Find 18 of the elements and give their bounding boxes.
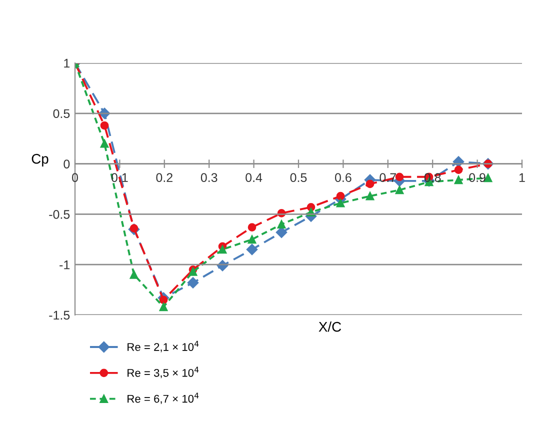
x-tick-label: 0.5 <box>290 173 307 182</box>
y-tick-label: -1.5 <box>49 310 70 320</box>
x-tick-label: 0.3 <box>200 173 218 182</box>
y-tick-label: 0 <box>64 160 70 168</box>
x-tick-label: 1 <box>519 173 525 182</box>
x-tick-label: 0.8 <box>424 173 441 182</box>
legend-label: Re = 3,5 × 10$^{4}$ <box>128 366 199 378</box>
legend-label: Re = 2,1 × 10$^{4}$ <box>128 340 199 352</box>
x-axis-title: X/C <box>318 322 342 332</box>
x-tick-label: 0.4 <box>246 173 262 182</box>
x-tick-label: 0.6 <box>335 173 352 182</box>
y-tick-label: -0.5 <box>49 210 70 219</box>
y-tick-label: 1 <box>64 58 70 68</box>
x-tick-label: 0.2 <box>156 173 172 182</box>
legend-label: Re = 6,7 × 10$^{4}$ <box>128 392 199 404</box>
y-axis-title: Cp <box>32 154 48 166</box>
y-tick-label: -1 <box>60 260 70 270</box>
y-tick-label: 0.5 <box>53 109 70 118</box>
